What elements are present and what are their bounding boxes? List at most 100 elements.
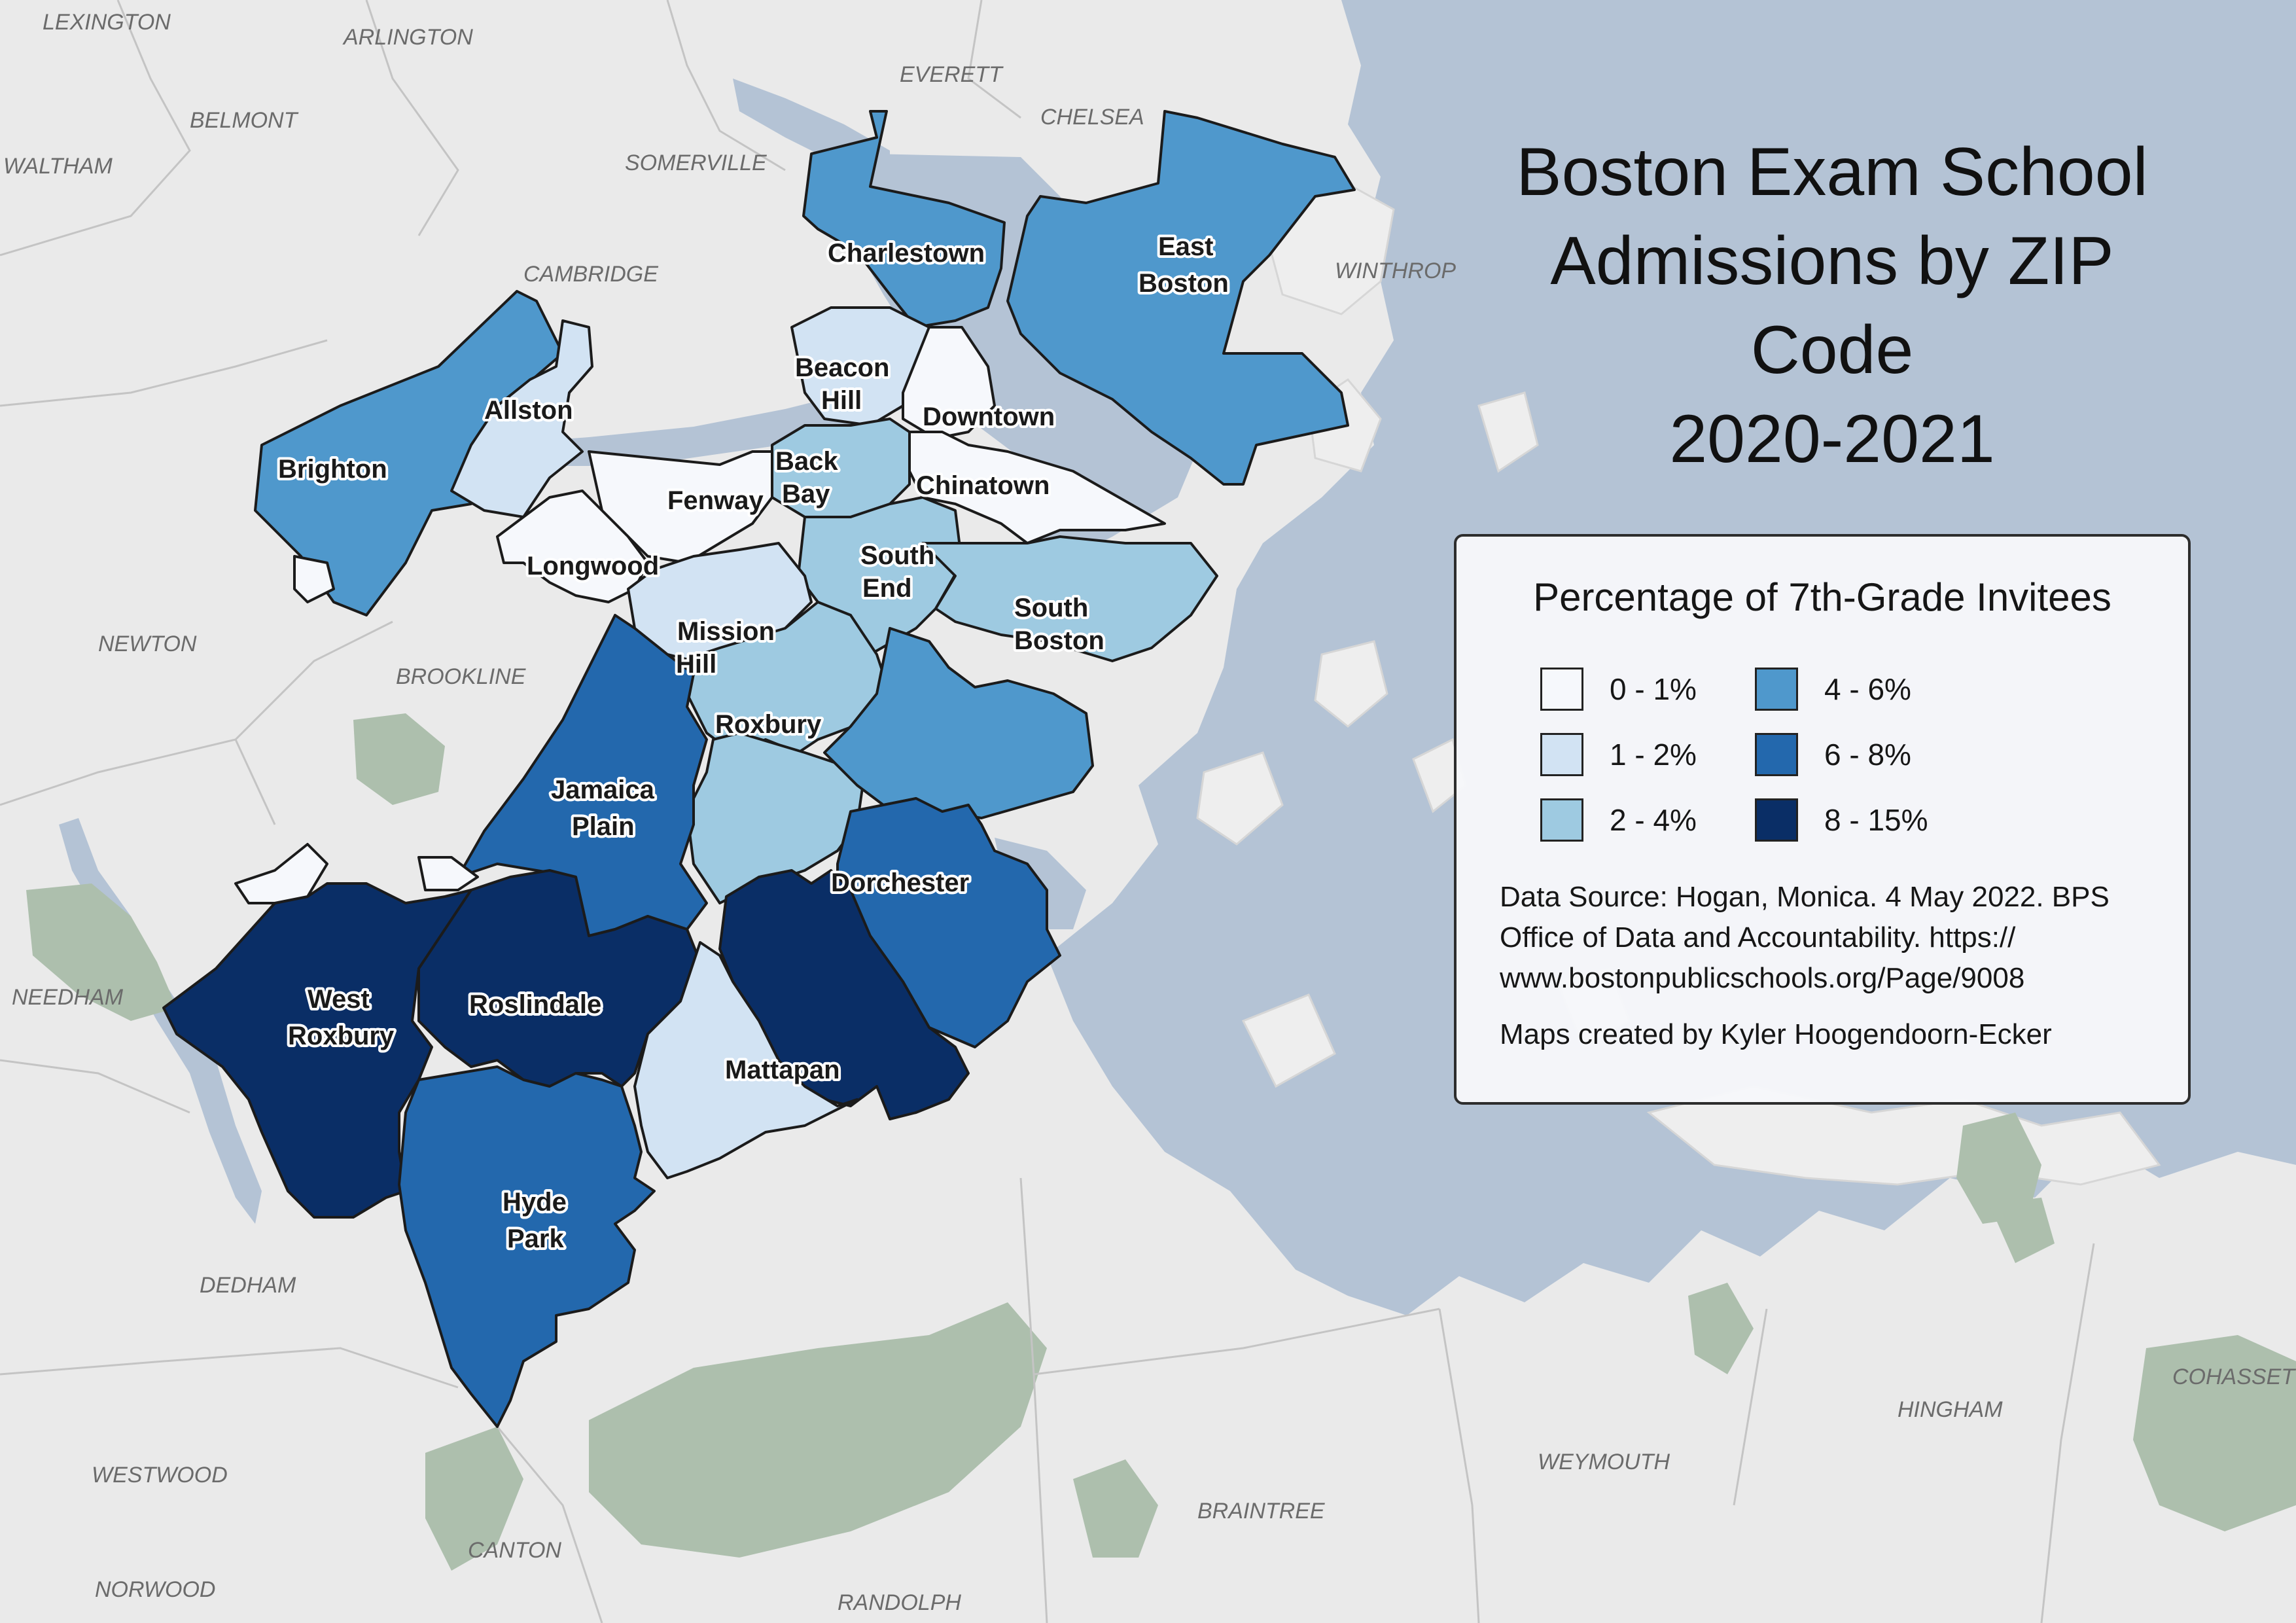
neighborhood-labels: Charlestown East Boston Brighton Allston … [275,230,1231,1256]
region-hyde-park[interactable] [398,1065,656,1428]
region-small-west[interactable] [234,843,328,904]
town-boundary [234,739,276,825]
label-chinatown: Chinatown [916,471,1050,500]
region-downtown[interactable] [902,326,996,440]
label-west-roxbury: West Roxbury [288,985,395,1050]
label-downtown: Downtown [923,402,1055,431]
town-boundaries [0,0,2095,1623]
town-label: LEXINGTON [43,10,171,35]
label-dorchester: Dorchester [831,868,969,897]
legend-item: 4 - 6% [1755,665,1911,713]
town-boundary [0,0,191,257]
legend-label: 1 - 2% [1610,738,1697,772]
region-east-boston[interactable] [1006,110,1356,486]
town-label: NORWOOD [95,1577,215,1602]
legend-label: 8 - 15% [1824,803,1928,837]
park [425,1427,523,1571]
title-line: Admissions by ZIP [1550,223,2114,299]
town-label: WEYMOUTH [1538,1450,1670,1474]
town-boundary [365,0,459,236]
town-boundary [1733,1308,1768,1506]
park [1073,1459,1158,1558]
town-label: BRAINTREE [1197,1499,1325,1524]
region-west-roxbury[interactable] [162,882,472,1219]
region-longwood[interactable] [496,490,649,603]
legend-swatch [1540,668,1583,711]
park [1989,1198,2055,1263]
legend-label: 6 - 8% [1824,738,1911,772]
town-label: CHELSEA [1040,105,1144,130]
town-boundary [666,0,786,171]
town-labels: LEXINGTON ARLINGTON BELMONT WALTHAM SOME… [3,10,2296,1615]
town-boundary [967,0,1021,119]
legend-panel: Percentage of 7th-Grade Invitees 0 - 1% … [1454,534,2191,1105]
town-label: SOMERVILLE [625,151,767,175]
label-south-boston: South Boston [1014,594,1104,655]
region-mattapan[interactable] [633,941,858,1179]
legend-label: 0 - 1% [1610,672,1697,706]
map-title: Boston Exam School Admissions by ZIP Cod… [1453,128,2212,484]
region-longwood-west[interactable] [293,555,335,603]
town-boundary [496,1426,603,1623]
legend-swatch [1755,798,1798,842]
town-label: WALTHAM [3,154,113,179]
label-charlestown: Charlestown [828,239,985,268]
data-source-note: Data Source: Hogan, Monica. 4 May 2022. … [1500,881,2110,994]
town-label: COHASSET [2172,1364,2296,1389]
town-label: ARLINGTON [342,25,473,50]
legend-swatch [1540,798,1583,842]
park [589,1302,1047,1558]
label-south-end: South End [860,541,934,603]
label-roslindale: Roslindale [469,990,601,1019]
region-chinatown[interactable] [908,431,1166,544]
region-charlestown[interactable] [802,110,1006,329]
legend-label: 2 - 4% [1610,803,1697,837]
park [26,883,177,1021]
region-south-boston[interactable] [921,535,1218,662]
label-fenway: Fenway [667,486,764,515]
town-label: WESTWOOD [92,1463,228,1488]
town-boundary [1438,1308,1480,1623]
town-label: DEDHAM [200,1273,296,1298]
label-brighton: Brighton [278,455,387,484]
legend-item: 0 - 1% [1540,665,1697,713]
town-boundary [2040,1243,2095,1623]
town-boundary [1033,1308,1440,1376]
town-label: BROOKLINE [396,664,526,689]
park [1956,1113,2041,1224]
legend-item: 2 - 4% [1540,796,1697,844]
town-label: BELMONT [190,108,299,133]
legend-swatch [1755,733,1798,776]
label-hyde-park: Hyde Park [503,1188,567,1253]
title-line: Boston Exam School [1516,134,2148,210]
town-label: NEEDHAM [12,985,124,1010]
parks-layer [26,713,2296,1571]
town-boundary [0,1347,459,1389]
neighborhoods-layer [162,110,1356,1428]
island [1241,993,1336,1088]
park [353,713,445,805]
town-label: CANTON [468,1538,561,1563]
legend-swatch [1540,733,1583,776]
title-line: Code [1750,312,1914,388]
label-roxbury: Roxbury [715,710,822,739]
town-label: HINGHAM [1898,1397,2003,1422]
park [2133,1335,2296,1531]
park [1688,1283,1754,1374]
label-longwood: Longwood [527,552,659,580]
legend-title: Percentage of 7th-Grade Invitees [1533,575,2111,619]
label-jamaica-plain: Jamaica Plain [551,776,655,841]
legend-item: 6 - 8% [1755,730,1911,779]
credit-note: Maps created by Kyler Hoogendoorn-Ecker [1500,1018,2052,1050]
region-roslindale[interactable] [417,869,701,1088]
region-dorchester-north[interactable] [823,627,1094,819]
town-label: NEWTON [98,632,197,656]
town-label: RANDOLPH [838,1590,961,1615]
region-small-west-2[interactable] [417,856,479,891]
region-back-bay[interactable] [771,418,911,518]
region-brighton[interactable] [254,290,564,616]
label-back-bay: Back Bay [775,447,838,508]
town-boundary [0,339,328,407]
island [1314,640,1388,728]
label-east-boston: East Boston [1139,232,1229,298]
